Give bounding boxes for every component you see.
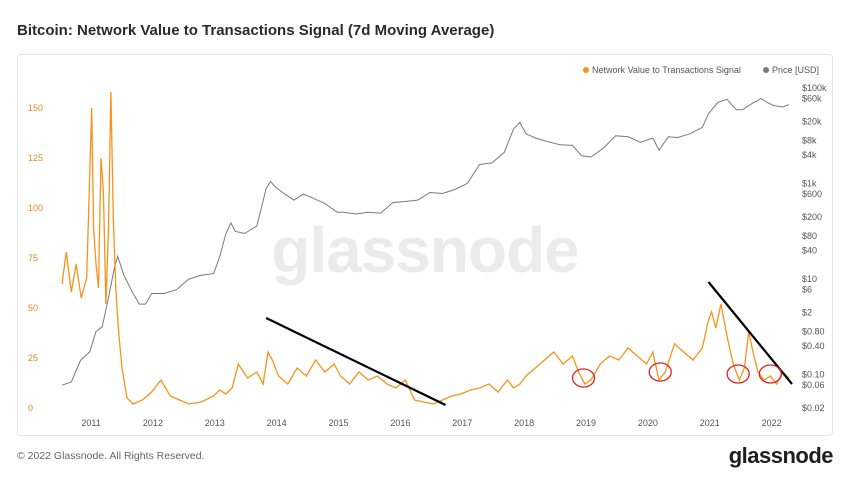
y-left-tick-label: 50 bbox=[28, 303, 38, 313]
y-right-tick-label: $4k bbox=[802, 150, 817, 160]
x-tick-label: 2022 bbox=[762, 418, 782, 428]
y-left-tick-label: 125 bbox=[28, 153, 43, 163]
highlight-circle bbox=[571, 368, 596, 388]
y-right-tick-label: $600 bbox=[802, 189, 822, 199]
y-left-tick-label: 100 bbox=[28, 203, 43, 213]
y-right-tick-label: $200 bbox=[802, 212, 822, 222]
watermark-text: glassnode bbox=[271, 214, 579, 286]
highlight-circle bbox=[726, 364, 750, 384]
legend-dot-price bbox=[763, 67, 769, 73]
y-right-tick-label: $40 bbox=[802, 245, 817, 255]
y-right-tick-label: $0.10 bbox=[802, 370, 825, 380]
y-left-tick-label: 25 bbox=[28, 353, 38, 363]
x-tick-label: 2018 bbox=[514, 418, 534, 428]
trend-line bbox=[265, 317, 447, 406]
y-right-tick-label: $0.80 bbox=[802, 326, 825, 336]
y-right-tick-label: $10 bbox=[802, 274, 817, 284]
glassnode-logo: glassnode bbox=[728, 443, 834, 468]
x-tick-label: 2017 bbox=[452, 418, 472, 428]
highlight-circle bbox=[758, 364, 782, 384]
y-right-tick-label: $20k bbox=[802, 116, 822, 126]
y-right-tick-label: $8k bbox=[802, 135, 817, 145]
y-right-tick-label: $60k bbox=[802, 94, 822, 104]
y-right-tick-label: $0.06 bbox=[802, 380, 825, 390]
legend-label-nvts: Network Value to Transactions Signal bbox=[592, 65, 741, 75]
legend-dot-nvts bbox=[583, 67, 589, 73]
legend-label-price: Price [USD] bbox=[772, 65, 819, 75]
chart-frame bbox=[17, 54, 833, 436]
y-right-tick-label: $100k bbox=[802, 83, 827, 93]
highlight-circle bbox=[648, 362, 672, 382]
y-right-tick-label: $1k bbox=[802, 179, 817, 189]
y-left-tick-label: 75 bbox=[28, 253, 38, 263]
y-left-tick-label: 0 bbox=[28, 403, 33, 413]
x-tick-label: 2013 bbox=[205, 418, 225, 428]
x-tick-label: 2012 bbox=[143, 418, 163, 428]
x-tick-label: 2019 bbox=[576, 418, 596, 428]
chart-title: Bitcoin: Network Value to Transactions S… bbox=[17, 22, 495, 39]
y-right-tick-label: $6 bbox=[802, 285, 812, 295]
y-right-tick-label: $0.02 bbox=[802, 403, 825, 413]
copyright-text: © 2022 Glassnode. All Rights Reserved. bbox=[17, 450, 205, 462]
y-right-tick-label: $80 bbox=[802, 231, 817, 241]
y-right-tick-label: $0.40 bbox=[802, 341, 825, 351]
x-tick-label: 2016 bbox=[390, 418, 410, 428]
x-tick-label: 2015 bbox=[329, 418, 349, 428]
y-right-tick-label: $2 bbox=[802, 307, 812, 317]
x-tick-label: 2021 bbox=[700, 418, 720, 428]
x-tick-label: 2011 bbox=[81, 418, 100, 428]
nvts-line bbox=[61, 91, 790, 405]
x-tick-label: 2020 bbox=[638, 418, 658, 428]
x-tick-label: 2014 bbox=[267, 418, 287, 428]
price-line bbox=[61, 98, 790, 386]
y-left-tick-label: 150 bbox=[28, 103, 43, 113]
